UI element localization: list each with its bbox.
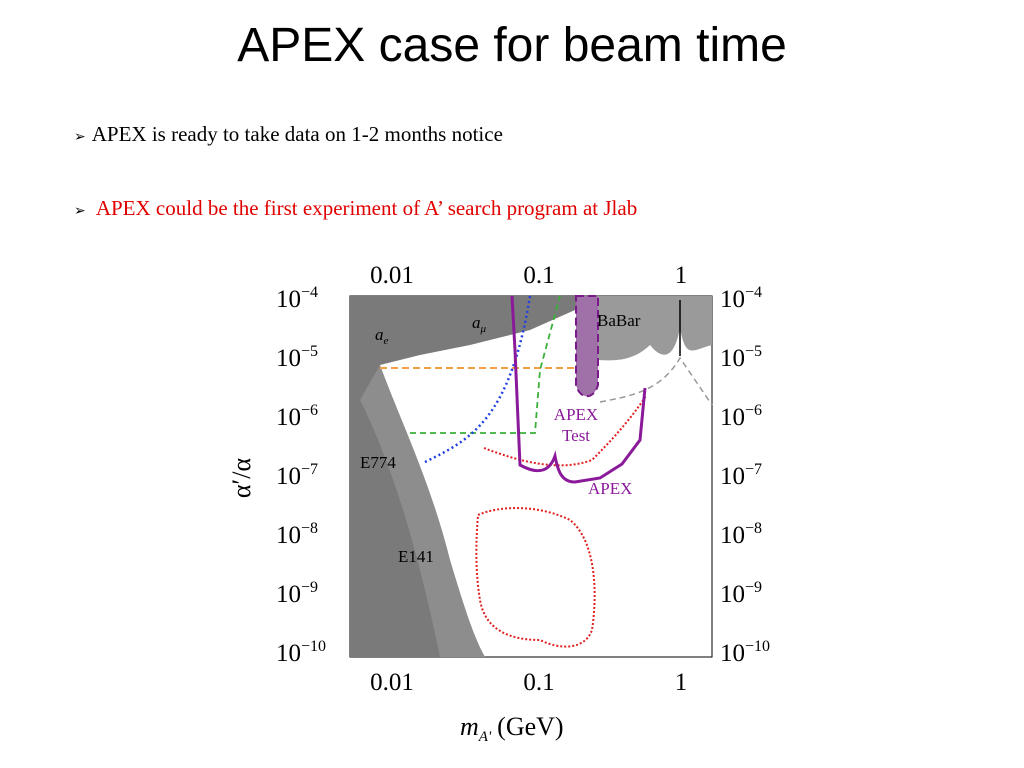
tick-base: 10 bbox=[276, 404, 301, 431]
x-tick-label: 1 bbox=[675, 262, 688, 289]
y-tick-label-right: 10−4 bbox=[720, 284, 762, 313]
y-tick-label-right: 10−9 bbox=[720, 579, 762, 608]
excluded-region bbox=[350, 296, 585, 657]
y-tick-label-right: 10−8 bbox=[720, 520, 762, 549]
annotation: APEX bbox=[554, 405, 598, 424]
text: a bbox=[375, 325, 384, 344]
tick-base: 10 bbox=[276, 522, 301, 549]
apex-test-region bbox=[575, 295, 599, 398]
curve bbox=[475, 507, 596, 648]
curve bbox=[599, 356, 713, 406]
tick-base: 10 bbox=[276, 345, 301, 372]
annotation: E774 bbox=[360, 453, 396, 472]
tick-exp: −8 bbox=[301, 520, 318, 537]
tick-exp: −7 bbox=[745, 461, 762, 478]
y-tick-label-left: 10−7 bbox=[276, 461, 318, 490]
y-tick-label-left: 10−4 bbox=[276, 284, 318, 313]
tick-base: 10 bbox=[720, 581, 745, 608]
bullet: ➢ APEX could be the first experiment of … bbox=[74, 196, 638, 220]
tick-exp: −8 bbox=[745, 520, 762, 537]
tick-base: 10 bbox=[720, 640, 745, 667]
tick-base: 10 bbox=[720, 345, 745, 372]
annotation: Test bbox=[562, 426, 590, 445]
tick-exp: −10 bbox=[301, 638, 326, 655]
y-ticks: 10−4 10−410−5 10−510−6 10−610−7 10−710−8 10−8… bbox=[276, 284, 770, 667]
x-axis-label: mA' (GeV) bbox=[460, 712, 564, 745]
tick-base: 10 bbox=[720, 522, 745, 549]
tick-base: 10 bbox=[276, 581, 301, 608]
tick-base: 10 bbox=[720, 463, 745, 490]
y-tick-label-right: 10−10 bbox=[720, 638, 770, 667]
tick-exp: −5 bbox=[301, 343, 318, 360]
tick-exp: −9 bbox=[745, 579, 762, 596]
tick-exp: −4 bbox=[301, 284, 318, 301]
y-tick-label-left: 10−5 bbox=[276, 343, 318, 372]
tick-base: 10 bbox=[720, 404, 745, 431]
text: μ bbox=[480, 323, 487, 335]
curve bbox=[424, 295, 532, 464]
slide-title: APEX case for beam time bbox=[237, 19, 787, 72]
annotation: BaBar bbox=[597, 311, 641, 330]
tick-base: 10 bbox=[276, 286, 301, 313]
annotation: E141 bbox=[398, 547, 434, 566]
y-tick-label-left: 10−8 bbox=[276, 520, 318, 549]
tick-base: 10 bbox=[276, 640, 301, 667]
bullet-text: APEX could be the first experiment of A’… bbox=[95, 196, 638, 220]
annotation: APEX bbox=[588, 479, 632, 498]
tick-exp: −4 bbox=[745, 284, 762, 301]
y-tick-label-right: 10−6 bbox=[720, 402, 762, 431]
x-tick-label: 0.1 bbox=[523, 262, 554, 289]
y-axis-label: α′/α bbox=[227, 458, 256, 499]
y-tick-label-right: 10−5 bbox=[720, 343, 762, 372]
x-tick-label: 0.01 bbox=[370, 262, 414, 289]
tick-exp: −9 bbox=[301, 579, 318, 596]
tick-exp: −5 bbox=[745, 343, 762, 360]
annotation: aμ bbox=[472, 313, 487, 335]
apex-curve bbox=[510, 295, 647, 484]
x-tick-label: 0.1 bbox=[523, 669, 554, 696]
babar-region bbox=[590, 296, 712, 361]
x-label-base: m bbox=[460, 712, 479, 741]
tick-exp: −7 bbox=[301, 461, 318, 478]
excluded-region bbox=[360, 365, 485, 657]
bullet: ➢ APEX is ready to take data on 1-2 month… bbox=[74, 122, 503, 146]
x-tick-label: 0.01 bbox=[370, 669, 414, 696]
text: e bbox=[384, 335, 389, 347]
x-tick-label: 1 bbox=[675, 669, 688, 696]
bullet-text: APEX is ready to take data on 1-2 months… bbox=[91, 122, 503, 146]
tick-exp: −10 bbox=[745, 638, 770, 655]
tick-exp: −6 bbox=[301, 402, 318, 419]
y-tick-label-left: 10−6 bbox=[276, 402, 318, 431]
tick-exp: −6 bbox=[745, 402, 762, 419]
text: a bbox=[472, 313, 481, 332]
tick-base: 10 bbox=[276, 463, 301, 490]
y-tick-label-right: 10−7 bbox=[720, 461, 762, 490]
y-tick-label-left: 10−9 bbox=[276, 579, 318, 608]
x-label-unit: (GeV) bbox=[497, 712, 563, 741]
x-label-sub: A' bbox=[478, 729, 492, 745]
annotation: ae bbox=[375, 325, 389, 347]
y-tick-label-left: 10−10 bbox=[276, 638, 326, 667]
tick-base: 10 bbox=[720, 286, 745, 313]
curve bbox=[483, 395, 647, 467]
